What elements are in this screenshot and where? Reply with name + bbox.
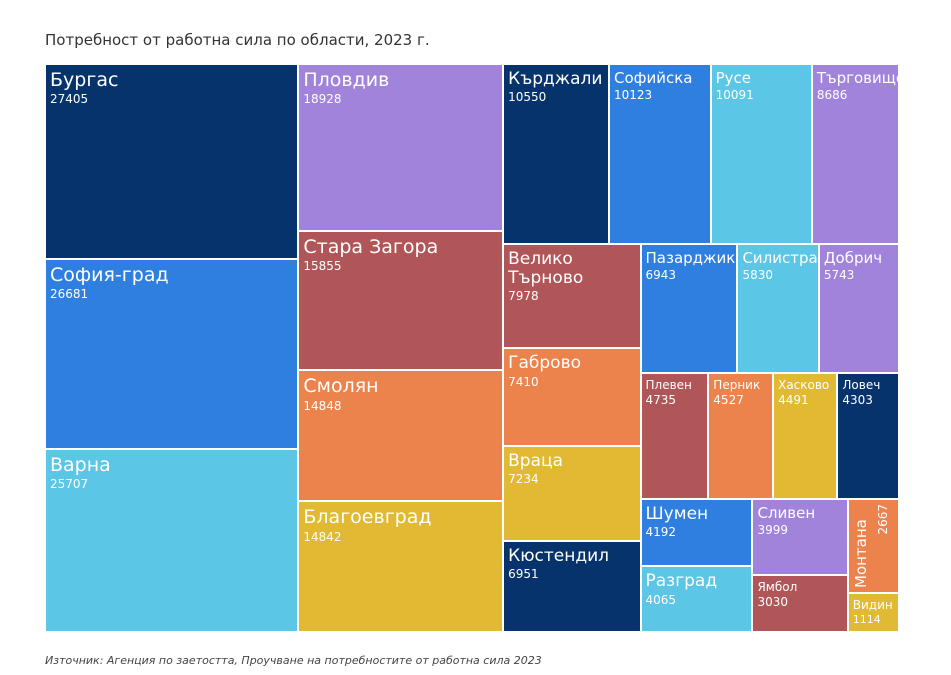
treemap-tile: Добрич 5743 — [818, 243, 899, 373]
tile-label: Бургас — [50, 69, 119, 91]
tile-label: Габрово — [508, 353, 582, 374]
tile-value: 2667 — [875, 503, 890, 535]
treemap-tile: Ямбол 3030 — [752, 574, 848, 632]
treemap-tile: Плевен 4735 — [640, 372, 709, 499]
tile-value: 5743 — [823, 267, 855, 282]
tile-value: 7234 — [508, 471, 539, 486]
treemap-tile: Перник 4527 — [708, 372, 774, 499]
tile-label: Монтана — [851, 518, 870, 588]
tile-label: Силистра — [742, 248, 818, 267]
tile-value: 4065 — [645, 592, 677, 607]
chart-title: Потребност от работна сила по области, 2… — [45, 31, 430, 49]
tile-label: Русе — [715, 69, 751, 87]
tile-label: Перник — [713, 377, 761, 392]
tile-value: 7978 — [508, 288, 539, 303]
treemap-tile: Силистра 5830 — [737, 243, 819, 373]
treemap-tile: Бургас 27405 — [45, 64, 299, 260]
tile-value: 4491 — [778, 393, 809, 408]
tile-label: Шумен — [645, 503, 709, 524]
tile-label: Видин — [852, 597, 893, 612]
tile-label: Хасково — [778, 377, 830, 392]
tile-value: 27405 — [50, 92, 89, 107]
tile-value: 26681 — [50, 287, 89, 302]
tile-label: Разград — [645, 571, 718, 592]
treemap-tile: Шумен 4192 — [640, 498, 753, 567]
tile-label: Велико Търново — [508, 248, 584, 288]
tile-value: 8686 — [816, 87, 848, 102]
treemap-tile: Стара Загора 15855 — [298, 230, 504, 371]
tile-value: 4303 — [842, 393, 873, 408]
treemap-tile: Кюстендил 6951 — [503, 540, 641, 632]
tile-label: София-град — [50, 264, 169, 287]
treemap-tile: Габрово 7410 — [503, 348, 641, 446]
treemap-tile: Хасково 4491 — [773, 372, 838, 499]
tile-value: 18928 — [303, 92, 342, 107]
treemap-tile: Монтана 2667 — [847, 498, 899, 593]
tile-label: Враца — [508, 450, 563, 471]
tile-label: Пловдив — [303, 69, 390, 91]
tile-label: Добрич — [823, 248, 883, 267]
tile-label: Кърджали — [508, 69, 603, 89]
tile-value: 10550 — [508, 90, 547, 105]
tile-label: Плевен — [645, 377, 692, 392]
tile-value: 10123 — [613, 87, 653, 102]
tile-label: Търговище — [816, 69, 899, 87]
treemap-tile: Кърджали 10550 — [503, 64, 609, 244]
tile-value: 15855 — [303, 259, 342, 274]
treemap-tile: Сливен 3999 — [752, 498, 848, 575]
treemap-tile: Разград 4065 — [640, 566, 753, 632]
treemap-tile: София-град 26681 — [45, 259, 299, 449]
treemap: Бургас 27405 София-град 26681 Варна 25707 Плов… — [45, 64, 899, 632]
treemap-tile: Пловдив 18928 — [298, 64, 504, 231]
tile-value: 6943 — [645, 267, 677, 282]
treemap-tile: Русе 10091 — [710, 64, 812, 244]
tile-label: Благоевград — [303, 506, 432, 529]
tile-value: 14848 — [303, 398, 342, 413]
tile-value: 10091 — [715, 87, 754, 102]
tile-value: 4192 — [645, 524, 677, 539]
tile-value: 1114 — [852, 613, 881, 627]
tile-value: 5830 — [742, 267, 773, 282]
treemap-tile: Смолян 14848 — [298, 370, 504, 502]
tile-value: 7410 — [508, 374, 539, 389]
tile-value: 14842 — [303, 529, 342, 544]
treemap-tile: Видин 1114 — [847, 592, 899, 632]
tile-label: Смолян — [303, 375, 379, 398]
treemap-tile: Благоевград 14842 — [298, 501, 504, 632]
treemap-tile: Ловеч 4303 — [837, 372, 899, 499]
tile-value: 6951 — [508, 566, 539, 581]
tile-label: Кюстендил — [508, 545, 609, 566]
tile-label: Варна — [50, 454, 111, 476]
treemap-tile: Търговище 8686 — [811, 64, 899, 244]
tile-value: 3030 — [757, 595, 788, 610]
tile-label: Сливен — [757, 503, 816, 522]
tile-label: Пазарджик — [645, 248, 736, 267]
treemap-tile: Варна 25707 — [45, 449, 299, 632]
tile-label: Стара Загора — [303, 235, 439, 258]
tile-label: Ловеч — [842, 377, 881, 392]
treemap-tile: Велико Търново 7978 — [503, 243, 641, 349]
treemap-tile: Враца 7234 — [503, 445, 641, 541]
tile-value: 25707 — [50, 477, 89, 492]
tile-value: 3999 — [757, 522, 788, 537]
tile-value: 4527 — [713, 393, 744, 408]
tile-label: Ямбол — [757, 579, 798, 594]
treemap-tile: Пазарджик 6943 — [640, 243, 738, 373]
source-note: Източник: Агенция по заетостта, Проучван… — [45, 654, 542, 667]
treemap-tile: Софийска 10123 — [608, 64, 711, 244]
tile-value: 4735 — [645, 393, 677, 408]
tile-label: Софийска — [613, 69, 693, 87]
